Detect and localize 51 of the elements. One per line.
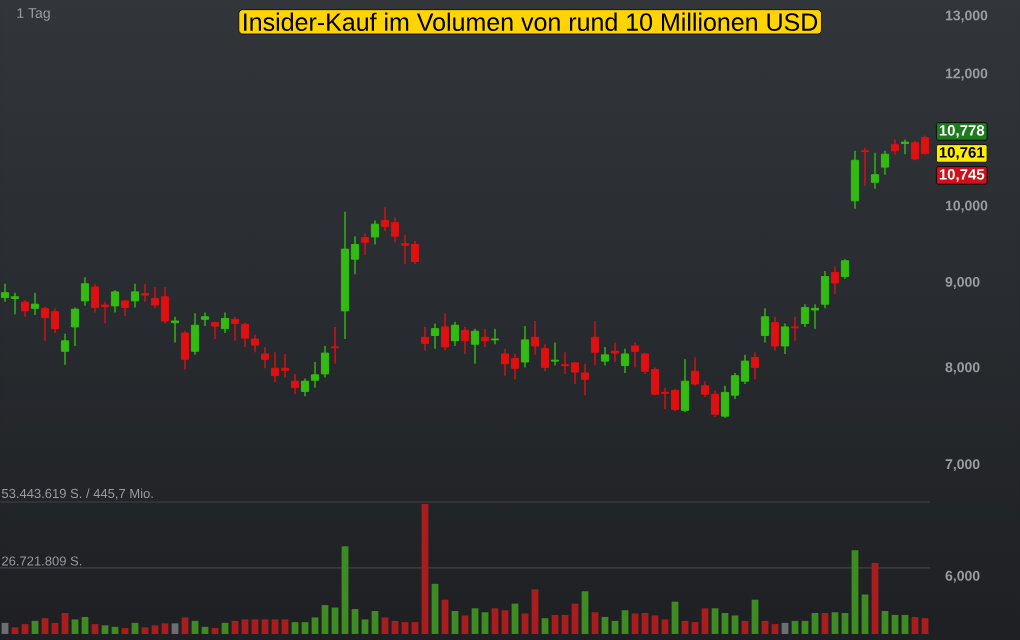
candlestick	[680, 358, 690, 413]
candlestick	[230, 316, 240, 342]
candlestick	[290, 373, 300, 395]
candlestick	[60, 333, 70, 366]
candlestick	[440, 312, 450, 352]
candlestick	[550, 341, 560, 367]
candlestick	[520, 325, 530, 369]
candlestick	[220, 311, 230, 334]
candlestick	[490, 327, 500, 345]
candlestick	[590, 320, 600, 367]
candlestick	[620, 347, 630, 374]
candlestick	[200, 311, 210, 327]
candlestick	[840, 258, 850, 280]
candlestick	[760, 307, 770, 344]
candlestick	[630, 341, 640, 369]
candlestick	[430, 322, 440, 350]
candlestick	[260, 346, 270, 369]
candlestick	[900, 138, 910, 155]
candlestick	[530, 320, 540, 356]
candlestick	[370, 219, 380, 246]
candlestick	[610, 341, 620, 363]
candlestick	[540, 343, 550, 372]
candlestick	[70, 306, 80, 347]
candlestick	[860, 147, 870, 187]
candlestick	[870, 152, 880, 190]
candlestick	[690, 356, 700, 387]
candlestick	[820, 270, 830, 310]
candlestick	[470, 327, 480, 365]
candlestick	[830, 265, 840, 296]
candlestick	[360, 232, 370, 256]
candlestick	[780, 322, 790, 355]
candlestick	[600, 346, 610, 367]
candlestick	[880, 150, 890, 176]
candlestick	[210, 321, 220, 340]
candlestick	[450, 321, 460, 347]
candlestick	[770, 316, 780, 352]
candlestick	[140, 283, 150, 303]
candlestick	[330, 326, 340, 365]
candlestick	[80, 276, 90, 307]
candlestick	[190, 312, 200, 356]
candlestick	[170, 316, 180, 344]
candlestick	[790, 316, 800, 342]
candlestick	[110, 289, 120, 314]
candlestick	[30, 291, 40, 316]
chart-title: Insider-Kauf im Volumen von rund 10 Millionen USD	[244, 12, 818, 31]
candlestick	[460, 326, 470, 355]
candlestick	[130, 283, 140, 309]
candlestick	[850, 150, 860, 210]
candlestick	[420, 326, 430, 352]
candlestick	[750, 351, 760, 381]
candlestick	[180, 329, 190, 371]
